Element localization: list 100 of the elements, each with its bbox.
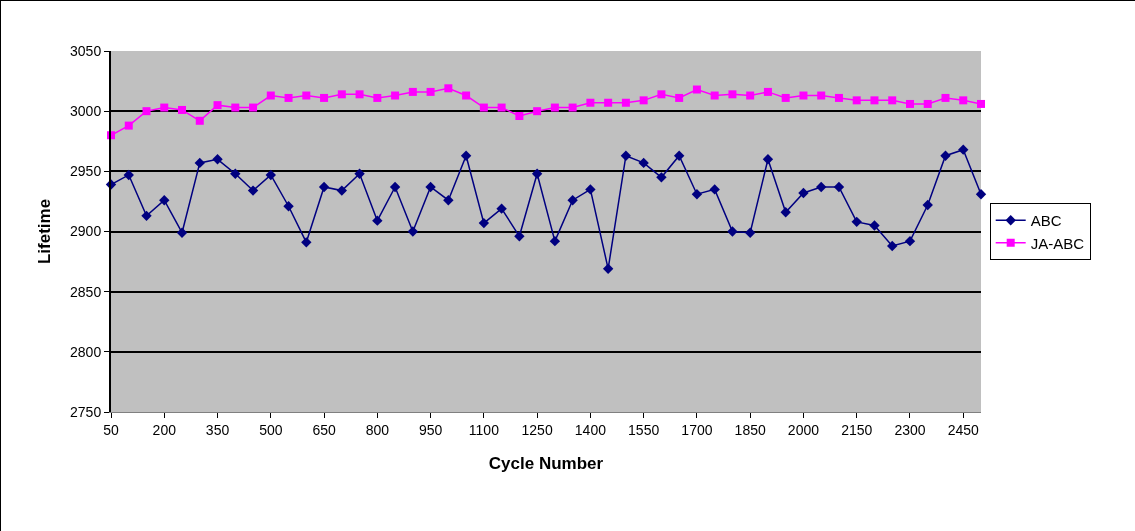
y-tick-label: 2950 (70, 163, 102, 180)
point (851, 216, 862, 228)
point (460, 150, 472, 161)
point (799, 91, 808, 100)
point (887, 240, 898, 252)
point (762, 154, 774, 165)
point (479, 103, 488, 112)
point (940, 150, 951, 161)
x-tick-label: 650 (312, 421, 336, 438)
point (336, 185, 348, 196)
point (373, 93, 382, 102)
point (638, 157, 649, 169)
point (869, 220, 880, 231)
point (586, 98, 595, 107)
point (212, 154, 223, 165)
point (602, 263, 614, 274)
point (160, 103, 169, 112)
point (781, 93, 790, 102)
point (389, 181, 401, 193)
point (194, 157, 205, 169)
x-tick-label: 350 (205, 421, 230, 438)
point (656, 172, 667, 183)
point (355, 90, 364, 99)
point (320, 93, 329, 102)
point (515, 111, 524, 120)
point (497, 103, 506, 112)
point (176, 227, 188, 238)
point (496, 203, 507, 214)
x-tick-label: 500 (259, 421, 283, 438)
point (354, 168, 365, 179)
point (159, 195, 170, 206)
point (728, 90, 737, 99)
x-tick-label: 1100 (468, 421, 500, 438)
point (905, 99, 914, 108)
point (283, 201, 294, 212)
point (141, 210, 152, 222)
point (604, 98, 613, 107)
point (816, 181, 827, 193)
y-tick-label: 2750 (70, 403, 102, 420)
point (585, 184, 596, 195)
point (904, 235, 916, 247)
y-tick-label: 2800 (70, 343, 102, 360)
point (621, 98, 630, 107)
point (798, 187, 809, 199)
x-tick-label: 950 (418, 421, 443, 438)
x-tick-label: 1550 (628, 421, 660, 438)
point (478, 217, 490, 229)
point (372, 215, 383, 226)
point (247, 185, 259, 196)
point (195, 116, 204, 125)
point (922, 199, 933, 211)
point (408, 87, 417, 96)
x-tick-label: 1250 (521, 421, 553, 438)
y-tick-label: 2900 (70, 223, 102, 240)
legend-label: ABC (1030, 212, 1062, 230)
point (923, 99, 932, 108)
point (568, 103, 577, 112)
point (301, 237, 312, 248)
point (550, 103, 559, 112)
point (443, 195, 454, 206)
point (284, 93, 293, 102)
point (391, 91, 400, 100)
point (230, 168, 241, 179)
x-tick-label: 1850 (734, 421, 766, 438)
point (426, 87, 435, 96)
point (977, 99, 985, 108)
point (425, 181, 436, 193)
point (817, 91, 826, 100)
point (673, 150, 685, 161)
point (639, 96, 648, 105)
point (959, 96, 968, 105)
point (407, 226, 419, 237)
point (657, 90, 666, 99)
point (266, 91, 275, 100)
point (567, 195, 578, 206)
point (124, 121, 133, 130)
point (213, 101, 222, 110)
point (691, 189, 703, 200)
point (249, 103, 258, 112)
point (834, 93, 843, 102)
x-tick-label: 1400 (574, 421, 607, 438)
point (337, 90, 346, 99)
x-tick-label: 50 (103, 421, 119, 438)
point (318, 181, 330, 193)
point (265, 169, 276, 181)
point (710, 91, 719, 100)
y-tick-label: 2850 (70, 283, 102, 300)
point (852, 96, 861, 105)
point (888, 96, 897, 105)
point (833, 181, 845, 193)
x-tick-label: 200 (152, 421, 177, 438)
point (142, 107, 151, 116)
y-axis-title: Lifetime (35, 198, 55, 265)
point (123, 169, 134, 181)
point (975, 189, 987, 200)
x-tick-label: 2450 (947, 421, 980, 438)
point (746, 91, 755, 100)
point (763, 87, 772, 96)
x-tick-label: 800 (365, 421, 390, 438)
point (744, 227, 756, 238)
